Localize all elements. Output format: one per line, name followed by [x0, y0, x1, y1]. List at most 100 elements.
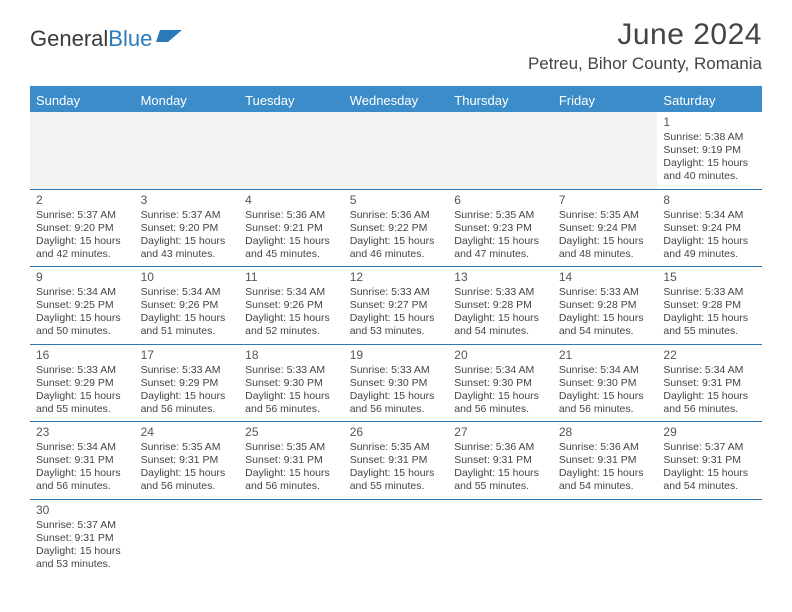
- day-number: 27: [454, 425, 547, 440]
- day-number: 29: [663, 425, 756, 440]
- calendar-cell: 14Sunrise: 5:33 AMSunset: 9:28 PMDayligh…: [553, 267, 658, 344]
- calendar-cell: 27Sunrise: 5:36 AMSunset: 9:31 PMDayligh…: [448, 422, 553, 499]
- day-header: Wednesday: [344, 89, 449, 112]
- calendar-cell: 18Sunrise: 5:33 AMSunset: 9:30 PMDayligh…: [239, 345, 344, 422]
- daylight-text: Daylight: 15 hours and 43 minutes.: [141, 235, 234, 261]
- day-number: 19: [350, 348, 443, 363]
- calendar-cell: 8Sunrise: 5:34 AMSunset: 9:24 PMDaylight…: [657, 190, 762, 267]
- sunset-text: Sunset: 9:31 PM: [141, 454, 234, 467]
- sunrise-text: Sunrise: 5:37 AM: [141, 209, 234, 222]
- daylight-text: Daylight: 15 hours and 53 minutes.: [350, 312, 443, 338]
- calendar-cell: 11Sunrise: 5:34 AMSunset: 9:26 PMDayligh…: [239, 267, 344, 344]
- day-number: 11: [245, 270, 338, 285]
- sunrise-text: Sunrise: 5:36 AM: [454, 441, 547, 454]
- daylight-text: Daylight: 15 hours and 51 minutes.: [141, 312, 234, 338]
- daylight-text: Daylight: 15 hours and 46 minutes.: [350, 235, 443, 261]
- sunrise-text: Sunrise: 5:34 AM: [245, 286, 338, 299]
- daylight-text: Daylight: 15 hours and 54 minutes.: [559, 312, 652, 338]
- sunrise-text: Sunrise: 5:34 AM: [36, 441, 129, 454]
- daylight-text: Daylight: 15 hours and 53 minutes.: [36, 545, 129, 571]
- sunrise-text: Sunrise: 5:33 AM: [141, 364, 234, 377]
- sunrise-text: Sunrise: 5:33 AM: [350, 364, 443, 377]
- sunrise-text: Sunrise: 5:36 AM: [245, 209, 338, 222]
- sunset-text: Sunset: 9:30 PM: [454, 377, 547, 390]
- sunrise-text: Sunrise: 5:37 AM: [36, 209, 129, 222]
- sunset-text: Sunset: 9:30 PM: [559, 377, 652, 390]
- sunset-text: Sunset: 9:28 PM: [663, 299, 756, 312]
- daylight-text: Daylight: 15 hours and 42 minutes.: [36, 235, 129, 261]
- calendar: SundayMondayTuesdayWednesdayThursdayFrid…: [30, 86, 762, 576]
- calendar-cell: 24Sunrise: 5:35 AMSunset: 9:31 PMDayligh…: [135, 422, 240, 499]
- daylight-text: Daylight: 15 hours and 56 minutes.: [245, 467, 338, 493]
- logo-flag-icon: [156, 26, 182, 52]
- sunset-text: Sunset: 9:26 PM: [245, 299, 338, 312]
- sunset-text: Sunset: 9:27 PM: [350, 299, 443, 312]
- calendar-cell: 1Sunrise: 5:38 AMSunset: 9:19 PMDaylight…: [657, 112, 762, 189]
- sunset-text: Sunset: 9:30 PM: [350, 377, 443, 390]
- logo-text-2: Blue: [108, 26, 152, 52]
- day-header: Tuesday: [239, 89, 344, 112]
- day-number: 2: [36, 193, 129, 208]
- calendar-cell: 29Sunrise: 5:37 AMSunset: 9:31 PMDayligh…: [657, 422, 762, 499]
- calendar-cell: 5Sunrise: 5:36 AMSunset: 9:22 PMDaylight…: [344, 190, 449, 267]
- daylight-text: Daylight: 15 hours and 47 minutes.: [454, 235, 547, 261]
- sunrise-text: Sunrise: 5:33 AM: [36, 364, 129, 377]
- calendar-cell: 23Sunrise: 5:34 AMSunset: 9:31 PMDayligh…: [30, 422, 135, 499]
- day-number: 6: [454, 193, 547, 208]
- day-number: 23: [36, 425, 129, 440]
- sunset-text: Sunset: 9:25 PM: [36, 299, 129, 312]
- daylight-text: Daylight: 15 hours and 56 minutes.: [245, 390, 338, 416]
- sunset-text: Sunset: 9:20 PM: [36, 222, 129, 235]
- sunrise-text: Sunrise: 5:38 AM: [663, 131, 756, 144]
- sunset-text: Sunset: 9:26 PM: [141, 299, 234, 312]
- day-header: Friday: [553, 89, 658, 112]
- day-number: 16: [36, 348, 129, 363]
- calendar-cell: 3Sunrise: 5:37 AMSunset: 9:20 PMDaylight…: [135, 190, 240, 267]
- sunset-text: Sunset: 9:31 PM: [559, 454, 652, 467]
- logo-text-1: General: [30, 26, 108, 52]
- sunrise-text: Sunrise: 5:36 AM: [559, 441, 652, 454]
- calendar-cell-empty: [135, 500, 240, 577]
- day-header: Monday: [135, 89, 240, 112]
- calendar-cell: 9Sunrise: 5:34 AMSunset: 9:25 PMDaylight…: [30, 267, 135, 344]
- week-row: 23Sunrise: 5:34 AMSunset: 9:31 PMDayligh…: [30, 422, 762, 500]
- daylight-text: Daylight: 15 hours and 56 minutes.: [559, 390, 652, 416]
- weeks-container: 1Sunrise: 5:38 AMSunset: 9:19 PMDaylight…: [30, 112, 762, 576]
- day-headers-row: SundayMondayTuesdayWednesdayThursdayFrid…: [30, 89, 762, 112]
- sunset-text: Sunset: 9:22 PM: [350, 222, 443, 235]
- calendar-cell: 10Sunrise: 5:34 AMSunset: 9:26 PMDayligh…: [135, 267, 240, 344]
- day-number: 5: [350, 193, 443, 208]
- calendar-cell: 17Sunrise: 5:33 AMSunset: 9:29 PMDayligh…: [135, 345, 240, 422]
- sunrise-text: Sunrise: 5:33 AM: [245, 364, 338, 377]
- sunrise-text: Sunrise: 5:34 AM: [141, 286, 234, 299]
- calendar-cell: 22Sunrise: 5:34 AMSunset: 9:31 PMDayligh…: [657, 345, 762, 422]
- calendar-cell: 19Sunrise: 5:33 AMSunset: 9:30 PMDayligh…: [344, 345, 449, 422]
- calendar-cell-empty: [135, 112, 240, 189]
- day-header: Sunday: [30, 89, 135, 112]
- day-number: 14: [559, 270, 652, 285]
- daylight-text: Daylight: 15 hours and 52 minutes.: [245, 312, 338, 338]
- sunset-text: Sunset: 9:23 PM: [454, 222, 547, 235]
- day-number: 15: [663, 270, 756, 285]
- sunrise-text: Sunrise: 5:35 AM: [245, 441, 338, 454]
- day-header: Saturday: [657, 89, 762, 112]
- sunrise-text: Sunrise: 5:34 AM: [36, 286, 129, 299]
- sunset-text: Sunset: 9:20 PM: [141, 222, 234, 235]
- location: Petreu, Bihor County, Romania: [528, 54, 762, 74]
- sunrise-text: Sunrise: 5:34 AM: [454, 364, 547, 377]
- sunrise-text: Sunrise: 5:35 AM: [559, 209, 652, 222]
- calendar-cell: 30Sunrise: 5:37 AMSunset: 9:31 PMDayligh…: [30, 500, 135, 577]
- day-header: Thursday: [448, 89, 553, 112]
- day-number: 18: [245, 348, 338, 363]
- sunset-text: Sunset: 9:29 PM: [36, 377, 129, 390]
- calendar-cell-empty: [448, 112, 553, 189]
- calendar-cell: 20Sunrise: 5:34 AMSunset: 9:30 PMDayligh…: [448, 345, 553, 422]
- sunrise-text: Sunrise: 5:34 AM: [663, 209, 756, 222]
- daylight-text: Daylight: 15 hours and 54 minutes.: [663, 467, 756, 493]
- daylight-text: Daylight: 15 hours and 54 minutes.: [559, 467, 652, 493]
- day-number: 1: [663, 115, 756, 130]
- sunset-text: Sunset: 9:31 PM: [350, 454, 443, 467]
- sunrise-text: Sunrise: 5:35 AM: [350, 441, 443, 454]
- sunset-text: Sunset: 9:31 PM: [663, 454, 756, 467]
- sunset-text: Sunset: 9:31 PM: [36, 454, 129, 467]
